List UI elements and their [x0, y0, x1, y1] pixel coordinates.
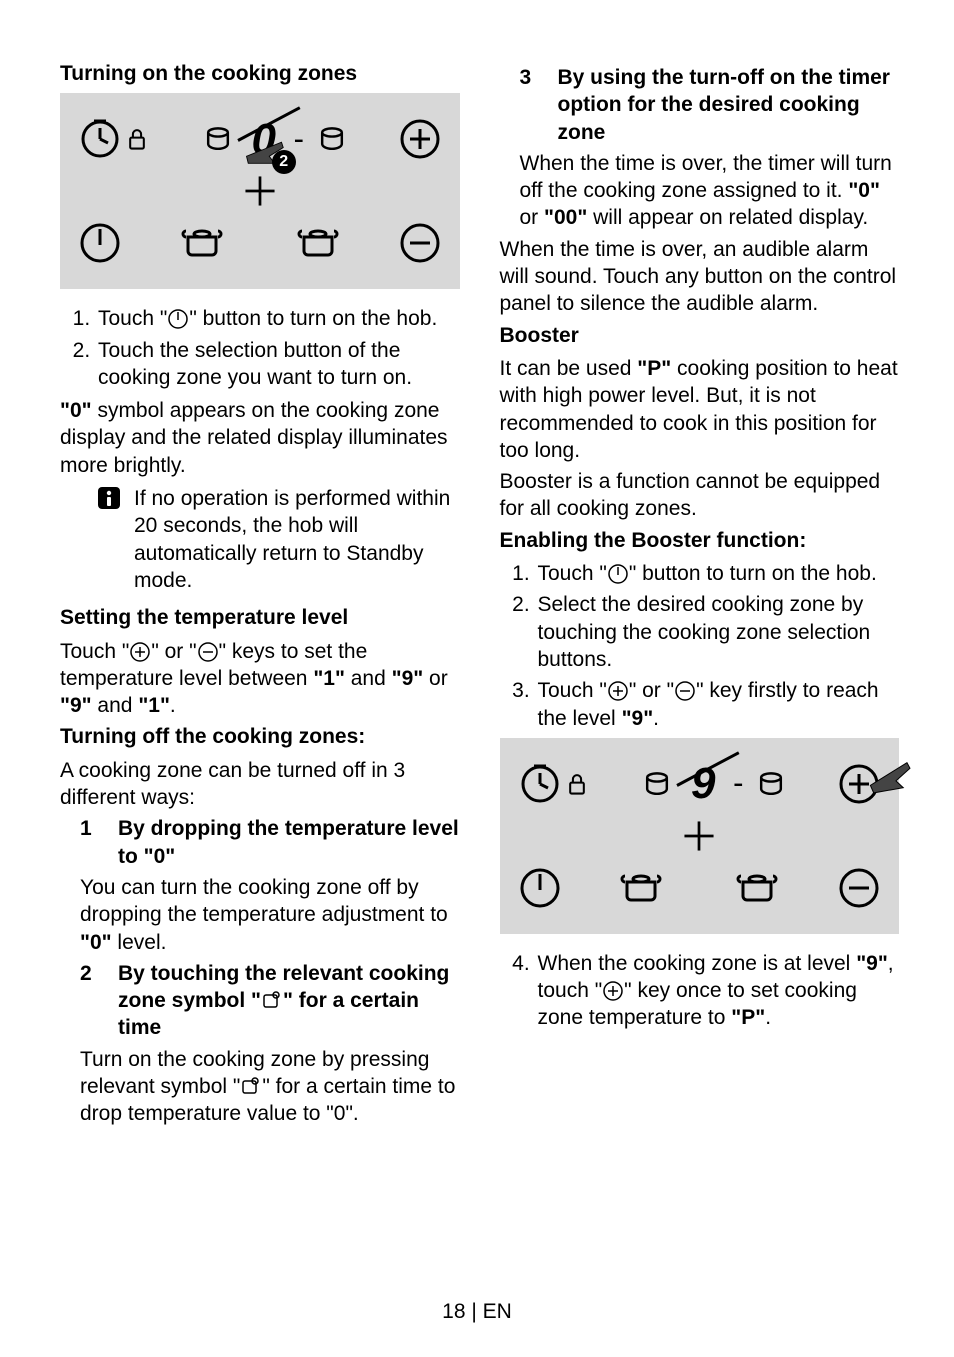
- booster-p2: Booster is a function cannot be equipped…: [500, 468, 900, 523]
- manual-page: Turning on the cooking zones 0 2 -: [0, 0, 954, 1357]
- power-icon: [167, 308, 189, 330]
- minus-circle-icon: [398, 221, 442, 265]
- method-number: 1: [80, 815, 100, 870]
- booster-step-1: Touch "" button to turn on the hob.: [536, 560, 900, 587]
- minus-circle-icon: [837, 866, 881, 910]
- method-title: By using the turn-off on the timer optio…: [558, 64, 900, 146]
- method-2-body: Turn on the cooking zone by pressing rel…: [80, 1046, 460, 1128]
- method-3: 3 By using the turn-off on the timer opt…: [520, 64, 900, 232]
- turn-on-steps: Touch "" button to turn on the hob. Touc…: [60, 305, 460, 391]
- control-panel-diagram-1: 0 2 -: [60, 93, 460, 289]
- method-title: By dropping the temperature level to "0": [118, 815, 460, 870]
- plus-circle-icon: [607, 680, 629, 702]
- zone-top-left-pot-icon: [200, 117, 236, 161]
- two-column-layout: Turning on the cooking zones 0 2 -: [60, 60, 899, 1132]
- page-footer: 18 | EN: [0, 1298, 954, 1325]
- minus-circle-icon: [674, 680, 696, 702]
- method-3-body: When the time is over, the timer will tu…: [520, 150, 900, 232]
- method-2: 2 By touching the relevant cooking zone …: [80, 960, 460, 1128]
- display-secondary: -: [292, 119, 306, 159]
- booster-step-3: Touch "" or "" key firstly to reach the …: [536, 677, 900, 732]
- off-intro: A cooking zone can be turned off in 3 di…: [60, 757, 460, 812]
- control-panel-diagram-2: 9 -: [500, 738, 900, 934]
- booster-steps: Touch "" button to turn on the hob. Sele…: [500, 560, 900, 732]
- booster-step-4: When the cooking zone is at level "9", t…: [536, 950, 900, 1032]
- zone-bottom-left-pot-icon: [619, 866, 663, 910]
- heading-turning-off: Turning off the cooking zones:: [60, 723, 460, 750]
- zone-top-right-pot-icon: [753, 762, 789, 806]
- zone-bottom-right-pot-icon: [735, 866, 779, 910]
- center-plus-icon: [78, 171, 442, 211]
- step-2: Touch the selection button of the cookin…: [96, 337, 460, 392]
- display-cluster: 0 2 -: [152, 115, 398, 163]
- pointing-hand-icon: [863, 756, 916, 796]
- zone-top-right-pot-icon: [314, 117, 350, 161]
- zone-bottom-right-pot-icon: [296, 221, 340, 265]
- method-number: 3: [520, 64, 540, 146]
- plus-circle-icon: [602, 980, 624, 1002]
- temp-instructions: Touch "" or "" keys to set the temperatu…: [60, 638, 460, 720]
- method-1-body: You can turn the cooking zone off by dro…: [80, 874, 460, 956]
- lock-icon: [122, 117, 152, 161]
- zone-top-left-pot-icon: [639, 762, 675, 806]
- plus-circle-icon: [398, 117, 442, 161]
- info-icon: [96, 485, 122, 511]
- audible-alarm-note: When the time is over, an audible alarm …: [500, 236, 900, 318]
- display-digit: 9: [683, 760, 723, 808]
- display-secondary: -: [731, 764, 745, 804]
- zone-rect-icon: [261, 990, 283, 1012]
- zone-rect-icon: [240, 1076, 262, 1098]
- power-icon: [78, 221, 122, 265]
- heading-booster: Booster: [500, 322, 900, 349]
- heading-turning-on: Turning on the cooking zones: [60, 60, 460, 87]
- plus-circle-icon: [837, 762, 881, 806]
- left-column: Turning on the cooking zones 0 2 -: [60, 60, 460, 1132]
- main-display: 0 2: [244, 115, 284, 163]
- timer-clock-icon: [78, 117, 122, 161]
- lock-icon: [562, 762, 592, 806]
- right-column: 3 By using the turn-off on the timer opt…: [500, 60, 900, 1132]
- plus-circle-icon: [129, 641, 151, 663]
- power-icon: [607, 563, 629, 585]
- minus-circle-icon: [197, 641, 219, 663]
- booster-p1: It can be used "P" cooking position to h…: [500, 355, 900, 464]
- info-text: If no operation is performed within 20 s…: [134, 485, 460, 594]
- step-1: Touch "" button to turn on the hob.: [96, 305, 460, 332]
- method-1: 1 By dropping the temperature level to "…: [80, 815, 460, 955]
- center-plus-icon: [518, 816, 882, 856]
- timer-clock-icon: [518, 762, 562, 806]
- display-cluster: 9 -: [592, 760, 838, 808]
- zero-symbol-note: "0" symbol appears on the cooking zone d…: [60, 397, 460, 479]
- callout-badge: 2: [272, 150, 296, 174]
- main-display: 9: [683, 760, 723, 808]
- booster-steps-cont: When the cooking zone is at level "9", t…: [500, 950, 900, 1032]
- method-title: By touching the relevant cooking zone sy…: [118, 960, 460, 1042]
- power-icon: [518, 866, 562, 910]
- heading-setting-temp: Setting the temperature level: [60, 604, 460, 631]
- info-note: If no operation is performed within 20 s…: [96, 485, 460, 594]
- heading-enabling-booster: Enabling the Booster function:: [500, 527, 900, 554]
- booster-step-2: Select the desired cooking zone by touch…: [536, 591, 900, 673]
- method-number: 2: [80, 960, 100, 1042]
- zone-bottom-left-pot-icon: [180, 221, 224, 265]
